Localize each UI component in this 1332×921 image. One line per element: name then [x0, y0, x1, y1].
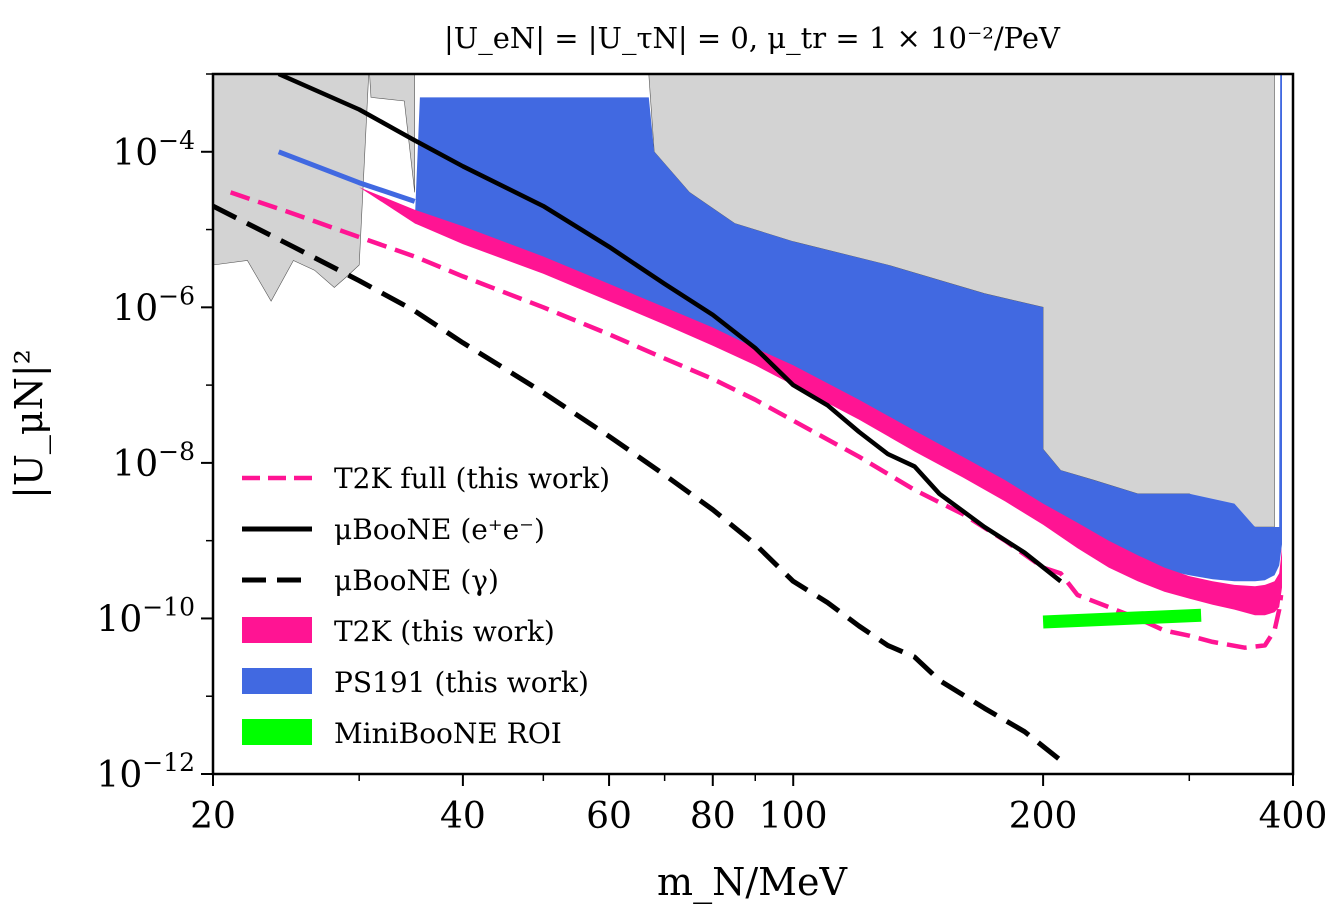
x-tick-label: 60 — [586, 796, 632, 837]
miniboone-roi-line — [1042, 608, 1202, 629]
excluded-region-left — [213, 74, 370, 302]
y-tick-exponent: −4 — [158, 126, 195, 155]
y-tick-label: 10−6 — [112, 281, 195, 329]
legend-swatch-4 — [242, 668, 312, 694]
legend-label-3: T2K (this work) — [334, 615, 555, 648]
axes-frame — [211, 72, 1295, 776]
x-tick-label: 40 — [440, 796, 486, 837]
y-tick-base: 10 — [112, 288, 158, 329]
y-tick-exponent: −10 — [142, 592, 195, 621]
x-tick-label: 400 — [1259, 796, 1328, 837]
y-tick-label: 10−10 — [96, 592, 195, 640]
x-tick-label: 80 — [690, 796, 736, 837]
y-tick-label: 10−8 — [112, 437, 195, 485]
ps191-band — [414, 74, 1282, 582]
legend-label-0: T2K full (this work) — [334, 462, 610, 495]
ps191-line — [277, 149, 416, 204]
x-axis: 20 40 60 80 100 200 400 — [190, 774, 1327, 837]
x-tick-label: 200 — [1009, 796, 1078, 837]
microboone-ee-line — [277, 74, 1063, 584]
y-tick-base: 10 — [112, 133, 158, 174]
y-tick-exponent: −12 — [142, 748, 195, 777]
t2k-band — [230, 151, 1283, 616]
excluded-region-middle — [369, 74, 416, 193]
y-tick-base: 10 — [96, 755, 142, 796]
y-axis-label: |U_μN|² — [7, 349, 52, 499]
legend-label-2: μBooNE (γ) — [334, 564, 499, 597]
legend-label-4: PS191 (this work) — [334, 666, 589, 699]
y-tick-label: 10−4 — [112, 126, 195, 174]
legend: T2K full (this work) μBooNE (e⁺e⁻) μBooNE … — [242, 462, 610, 750]
legend-label-1: μBooNE (e⁺e⁻) — [334, 513, 545, 546]
y-tick-label: 10−12 — [96, 748, 195, 796]
plot-area — [213, 74, 1284, 763]
y-tick-exponent: −6 — [158, 281, 195, 310]
x-tick-label: 20 — [190, 796, 236, 837]
legend-swatch-5 — [242, 719, 312, 745]
y-tick-base: 10 — [112, 444, 158, 485]
chart-title: |U_eN| = |U_τN| = 0, μ_tr = 1 × 10⁻²/PeV — [444, 21, 1061, 56]
legend-swatch-3 — [242, 617, 312, 643]
x-axis-label: m_N/MeV — [657, 860, 847, 905]
y-tick-exponent: −8 — [158, 437, 195, 466]
y-tick-base: 10 — [96, 599, 142, 640]
x-tick-label: 100 — [759, 796, 828, 837]
legend-label-5: MiniBooNE ROI — [334, 717, 562, 750]
